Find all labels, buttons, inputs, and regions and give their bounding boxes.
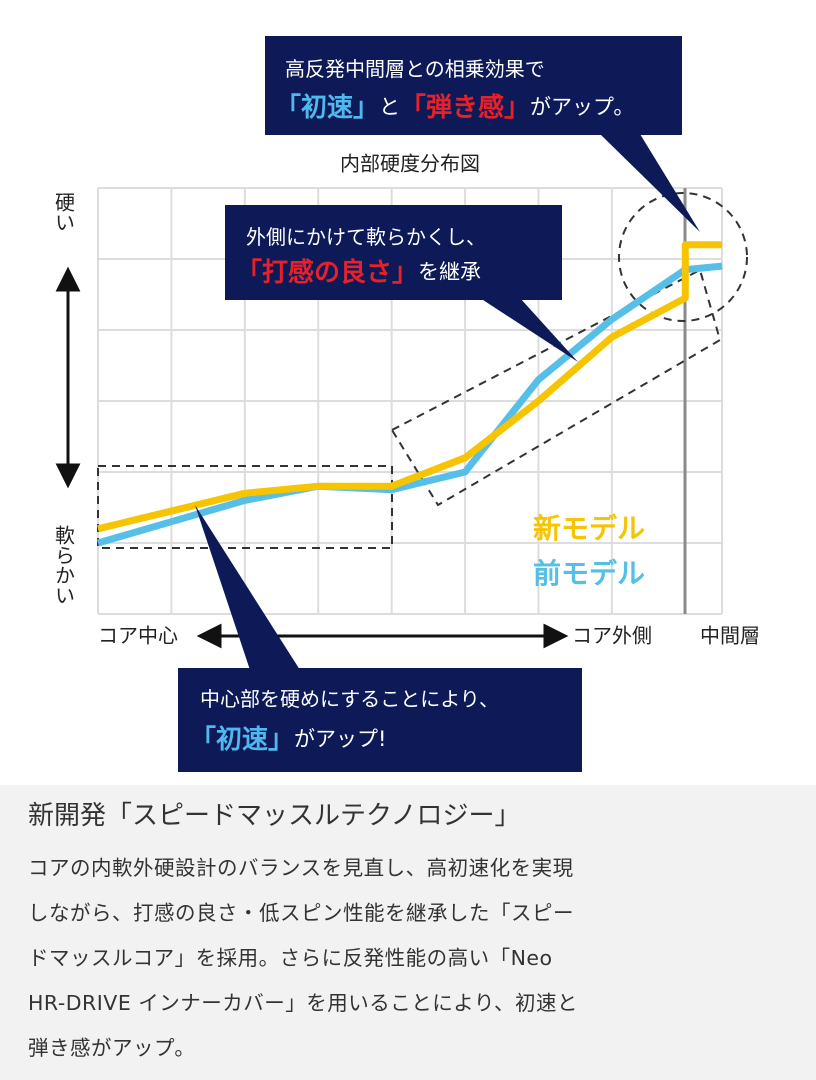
paragraph-line: しながら、打感の良さ・低スピン性能を継承した「スピー [28,901,574,925]
callout-segment: がアップ! [294,727,386,751]
paragraph-line: コアの内軟外硬設計のバランスを見直し、高初速化を実現 [28,856,574,880]
callout-segment: 「初速」 [275,92,379,123]
callout-text: 「初速」と「弾き感」がアップ。 [275,92,634,123]
dashed-circle [618,192,748,322]
callout-text: 「初速」がアップ! [190,724,386,755]
y-label: 軟らかい [52,525,76,605]
x-label: コア中心 [98,624,178,648]
annotations: 高反発中間層との相乗効果で「初速」と「弾き感」がアップ。外側にかけて軟らかくし、… [190,57,634,755]
callout-segment: がアップ。 [530,95,634,119]
dashed-box [97,465,393,549]
callouts [178,36,700,772]
callout-text: 高反発中間層との相乗効果で [285,57,545,81]
y-label: 硬い [52,192,76,232]
series-line [97,241,722,533]
callout-segment: 「打感の良さ」 [236,257,418,288]
series-line [97,262,723,547]
callout-segment: 「弾き感」 [400,92,530,123]
callout-segment: 「初速」 [190,724,294,755]
paragraph-line: HR-DRIVE インナーカバー」を用いることにより、初速と [28,991,579,1015]
legend-entry: 新モデル [533,512,645,545]
callout-segment: 中心部を硬めにすることにより、 [200,687,499,711]
paragraph-line: 弾き感がアップ。 [28,1036,196,1060]
legend-entry: 前モデル [533,557,645,590]
callout-text: 「打感の良さ」を継承 [236,257,481,288]
y-arrow [55,266,569,649]
callout-segment: 外側にかけて軟らかくし、 [246,225,486,249]
chart: 内部硬度分布図 硬い 軟らかい コア中心 コア外側 中間層 新モデル 前モデル … [52,36,760,772]
chart-title: 内部硬度分布図 [340,152,480,176]
x-label: 中間層 [700,624,760,648]
callout-segment: を継承 [418,260,481,284]
callout-text: 中心部を硬めにすることにより、 [200,687,499,711]
series-group [97,241,723,547]
callout-text: 外側にかけて軟らかくし、 [246,225,486,249]
callout-segment: と [379,95,400,119]
callout-segment: 高反発中間層との相乗効果で [285,57,545,81]
x-label: コア外側 [572,624,652,648]
paragraph-line: ドマッスルコア」を採用。さらに反発性能の高い「Neo [28,946,553,970]
description-panel: 新開発「スピードマッスルテクノロジー」 コアの内軟外硬設計のバランスを見直し、高… [0,785,816,1080]
heading: 新開発「スピードマッスルテクノロジー」 [28,801,521,831]
